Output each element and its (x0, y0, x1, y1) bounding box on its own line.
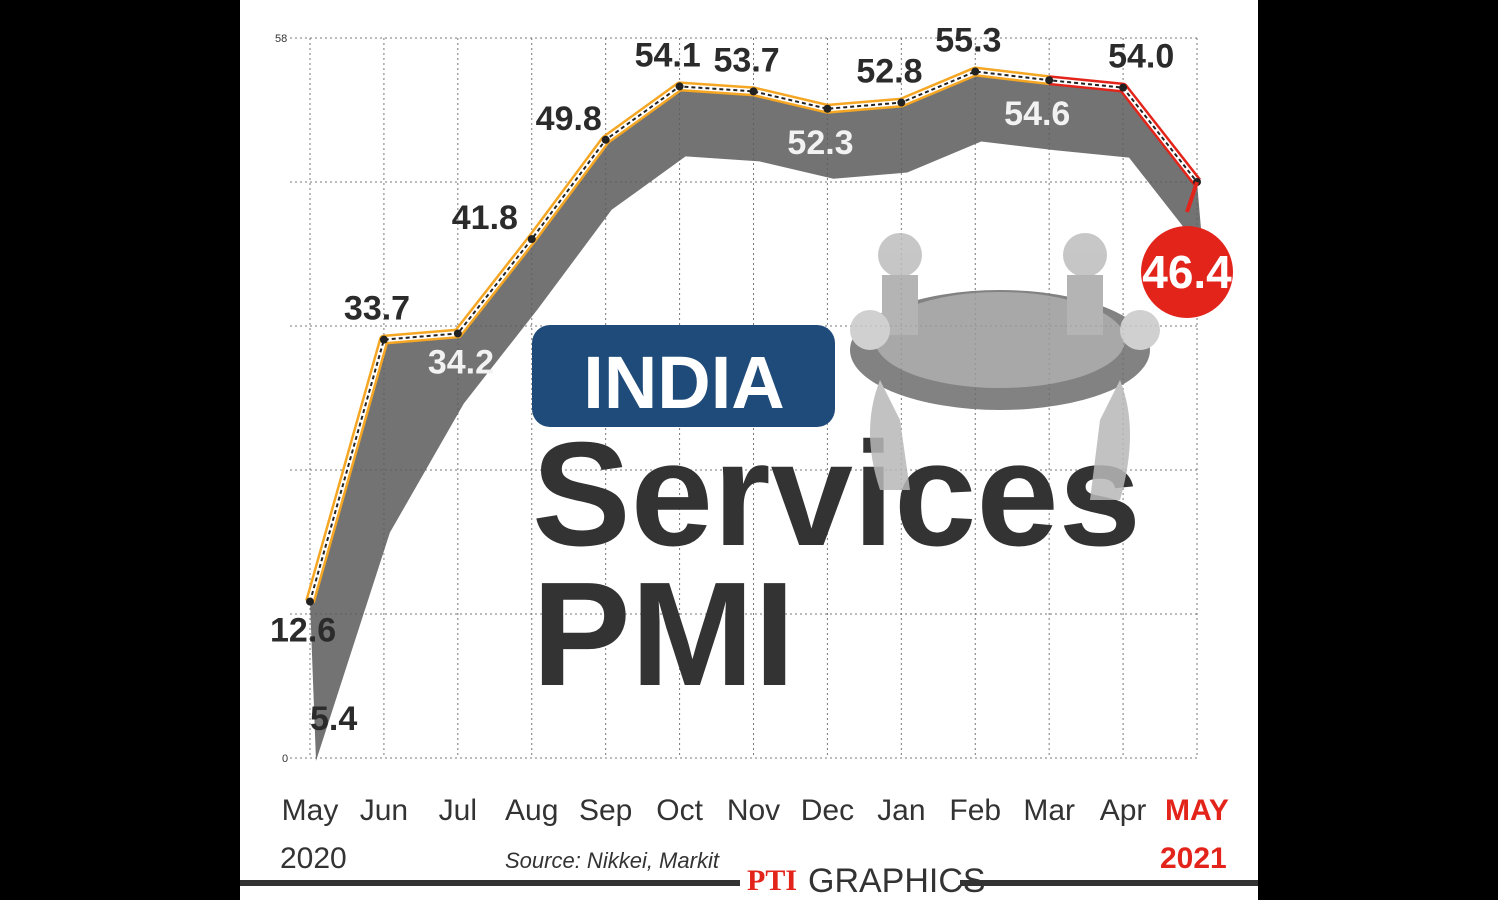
value-label: 54.0 (1108, 38, 1174, 76)
title-line-pmi: PMI (532, 552, 795, 717)
y-tick-label: 58 (275, 33, 287, 45)
x-tick-label: Apr (1100, 794, 1147, 827)
x-tick-label: Feb (949, 794, 1001, 827)
data-point (601, 135, 610, 144)
data-point (379, 335, 388, 344)
footer-rule-right (960, 880, 1258, 886)
x-axis: May Jun Jul Aug Sep Oct Nov Dec Jan Feb Mar Apr MAY (282, 794, 1229, 827)
value-label: 54.6 (1004, 95, 1070, 133)
meeting-illustration (850, 233, 1160, 500)
value-label: 41.8 (452, 199, 518, 237)
x-tick-label: Jan (877, 794, 925, 827)
x-tick-label: Aug (505, 794, 558, 827)
chart-panel: INDIA Services PMI 12.6 33.7 34.2 41.8 49.8 5… (240, 0, 1258, 900)
value-label-extra: 5.4 (310, 700, 357, 738)
value-label: 52.3 (787, 124, 853, 162)
data-point (971, 67, 980, 76)
data-point (897, 98, 906, 107)
x-tick-label: Jun (360, 794, 408, 827)
x-tick-label: Nov (727, 794, 780, 827)
data-point (1119, 83, 1128, 92)
value-label: 12.6 (270, 612, 336, 650)
data-point (527, 235, 536, 244)
data-point (453, 329, 462, 338)
value-label: 33.7 (344, 290, 410, 328)
data-point (675, 82, 684, 91)
badge-pointer (1185, 181, 1199, 213)
pmi-chart: INDIA Services PMI 12.6 33.7 34.2 41.8 49.8 5… (240, 22, 1258, 900)
value-label: 34.2 (428, 343, 494, 381)
last-value-badge (1141, 226, 1233, 318)
value-label: 53.7 (714, 41, 780, 79)
value-label: 54.1 (635, 36, 701, 74)
last-value-label: 46.4 (1142, 246, 1232, 298)
data-point (306, 597, 314, 606)
title-tag: INDIA (583, 341, 784, 424)
y-tick-label: 0 (282, 753, 288, 765)
source-note: Source: Nikkei, Markit (505, 848, 720, 873)
data-points (306, 67, 1201, 606)
x-tick-label: Oct (656, 794, 703, 827)
value-label: 55.3 (935, 22, 1001, 60)
footer-rule-left (240, 880, 740, 886)
pti-logo: PTI (747, 864, 797, 897)
data-point (749, 87, 758, 96)
value-labels: 12.6 33.7 34.2 41.8 49.8 54.1 53.7 52.352.8 55.3… (270, 22, 1233, 738)
x-tick-label: May (282, 794, 339, 827)
x-tick-label: Sep (579, 794, 632, 827)
data-point (823, 104, 832, 113)
title-block: INDIA Services PMI (532, 325, 1141, 717)
x-tick-label: Mar (1023, 794, 1075, 827)
title-line-services: Services (532, 412, 1141, 577)
graphics-credit: GRAPHICS (808, 862, 986, 900)
data-point (1045, 76, 1054, 85)
x-tick-label: Jul (439, 794, 477, 827)
value-label: 49.8 (536, 100, 602, 138)
year-end: 2021 (1160, 842, 1227, 875)
year-start: 2020 (280, 842, 347, 875)
x-tick-label: Dec (801, 794, 854, 827)
title-tag-bg (532, 325, 835, 427)
x-tick-label: MAY (1165, 794, 1229, 827)
y-axis: 0 58 (275, 33, 288, 765)
value-label: 52.8 (856, 53, 922, 91)
